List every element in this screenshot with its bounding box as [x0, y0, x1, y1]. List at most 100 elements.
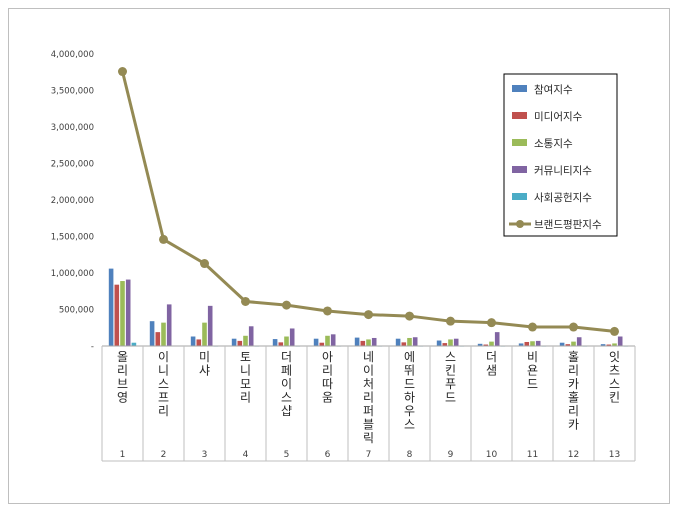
bar: [166, 304, 172, 346]
legend-swatch: [516, 220, 524, 228]
legend-label: 미디어지수: [534, 111, 583, 123]
bar: [565, 344, 571, 346]
bar: [272, 339, 278, 346]
bar: [155, 332, 161, 346]
bar: [284, 336, 289, 346]
bar: [131, 342, 137, 346]
line-point: [159, 234, 168, 244]
line-point: [569, 322, 578, 332]
bar: [442, 343, 448, 346]
y-tick-label: 500,000: [59, 306, 94, 316]
line-point: [364, 310, 373, 320]
legend-label: 소통지수: [534, 138, 573, 150]
x-tick-label: 4: [243, 450, 249, 460]
y-tick-label: 1,000,000: [51, 269, 94, 279]
line-point: [200, 259, 209, 269]
x-tick-label: 7: [366, 450, 372, 460]
bar: [483, 344, 489, 346]
x-tick-label: 8: [407, 450, 413, 460]
bar: [436, 340, 442, 346]
x-tick-label: 9: [448, 450, 454, 460]
bar: [612, 343, 617, 346]
bar: [600, 344, 606, 346]
bar: [371, 337, 377, 346]
bar: [202, 322, 207, 346]
y-tick-label: 4,000,000: [51, 50, 94, 60]
line-point: [446, 316, 455, 326]
bar: [248, 326, 254, 346]
bar: [518, 343, 524, 346]
x-tick-label: 6: [325, 450, 331, 460]
bar: [243, 335, 248, 346]
bar: [453, 338, 459, 346]
bar: [319, 342, 325, 346]
legend-label: 브랜드평판지수: [534, 219, 602, 231]
bar: [448, 339, 453, 346]
line-point: [323, 306, 332, 316]
x-axis: 올 리 브 영 이 니 스 프 리 미 샤 토 니 모 리 더 페 이 스 샵 아 리 따 움 네 이 처 리 퍼 블 릭 에 뛰 드 하 우 스 스 킨 푸…: [101, 345, 636, 462]
x-tick-label: 2: [161, 450, 167, 460]
x-tick-label: 12: [568, 450, 579, 460]
bar: [354, 337, 360, 346]
bar: [535, 340, 541, 346]
bar: [190, 336, 196, 346]
x-tick-label: 1: [120, 450, 126, 460]
bar: [231, 338, 237, 346]
legend-label: 사회공헌지수: [534, 192, 592, 204]
bar: [289, 328, 295, 346]
legend-swatch: [512, 193, 527, 200]
line-point: [487, 318, 496, 328]
x-tick-label: 10: [486, 450, 498, 460]
legend-swatch: [512, 112, 527, 119]
y-tick-label: 2,500,000: [51, 160, 94, 170]
bar: [494, 332, 500, 346]
bar: [278, 342, 284, 346]
legend-swatch: [512, 166, 527, 173]
y-tick-label: -: [91, 342, 94, 352]
bar: [477, 343, 483, 346]
legend-label: 참여지수: [534, 84, 573, 96]
bar: [360, 340, 366, 346]
bar: [524, 341, 530, 346]
x-tick-label: 3: [202, 450, 208, 460]
bar: [366, 339, 371, 346]
legend-swatch: [512, 85, 527, 92]
bar: [489, 341, 494, 346]
bar: [207, 305, 213, 346]
bar: [237, 340, 243, 346]
legend-swatch: [512, 139, 527, 146]
bar: [196, 339, 202, 346]
line-point: [241, 296, 250, 306]
line-point: [528, 322, 537, 332]
line-point: [610, 326, 619, 336]
x-tick-label: 5: [284, 450, 290, 460]
line-point: [282, 300, 291, 310]
bar: [161, 322, 166, 346]
x-tick-label: 11: [527, 450, 538, 460]
y-tick-label: 3,000,000: [51, 123, 94, 133]
bar: [149, 321, 155, 346]
bar: [125, 279, 131, 346]
y-tick-label: 3,500,000: [51, 87, 94, 97]
bar: [120, 281, 125, 346]
bar: [407, 337, 412, 346]
bar: [313, 338, 319, 346]
bar: [114, 284, 120, 346]
line-point: [405, 311, 414, 321]
y-tick-label: 2,000,000: [51, 196, 94, 206]
y-tick-label: 1,500,000: [51, 233, 94, 243]
bar: [530, 341, 535, 346]
bar: [617, 336, 623, 346]
